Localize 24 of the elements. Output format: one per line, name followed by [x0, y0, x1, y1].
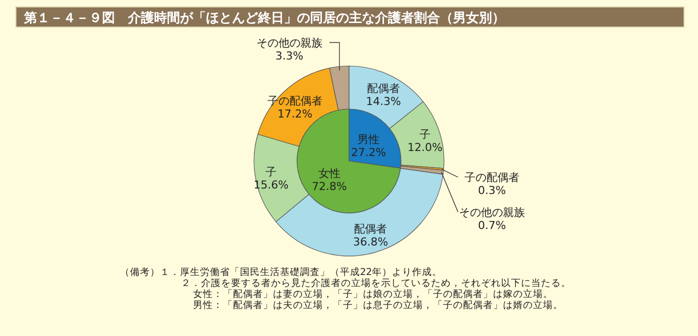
slice-label: その他の親族 [459, 206, 525, 220]
data-label: 17.2% [278, 108, 313, 121]
data-label: 12.0% [408, 140, 442, 154]
text: 男性：「配偶者」は夫の立場，「子」は息子の立場，「子の配偶者」は婿の立場。 [193, 299, 563, 311]
data-label: 3.3% [275, 49, 304, 62]
slice-label: 子 [266, 165, 277, 178]
data-label: 72.8% [312, 180, 347, 194]
text: 女性：「配偶者」は妻の立場，「子」は娘の立場，「子の配偶者」は嫁の立場。 [193, 288, 553, 300]
data-label: 36.8% [353, 236, 388, 249]
slice-label: 子の配偶者 [464, 171, 520, 184]
slice-label: 男性 [358, 132, 380, 146]
data-label: 27.2% [351, 146, 386, 159]
slice-label: 女性 [318, 167, 340, 180]
data-label: 0.7% [478, 219, 506, 232]
data-label: 15.6% [254, 178, 289, 192]
slice-label: 配偶者 [366, 82, 400, 95]
slice-label: 子 [420, 128, 430, 141]
chart-title: 第１－４－９図 介護時間が「ほとんど終日」の同居の主な介護者割合（男女別） [23, 10, 505, 26]
text: ２．介護を要する者から見た介護者の立場を示しているため，それぞれ以下に当たる。 [181, 277, 571, 289]
data-label: 14.3% [366, 94, 401, 108]
data-label: 0.3% [478, 184, 506, 198]
slice-label: その他の親族 [256, 36, 322, 50]
text: （備考）１．厚生労働省「国民生活基礎調査」（平成22年）より作成。 [120, 266, 442, 278]
slice-label: 配偶者 [354, 222, 388, 236]
